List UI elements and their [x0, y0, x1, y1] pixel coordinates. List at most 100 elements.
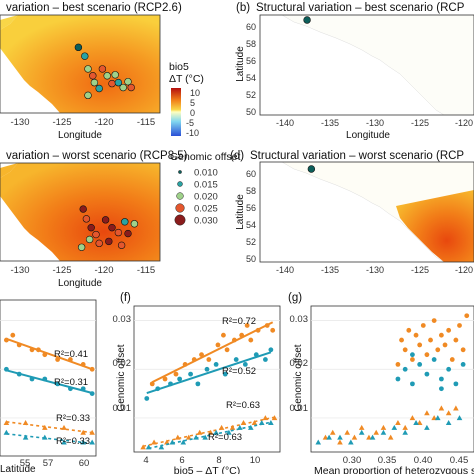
- data-point: [213, 429, 219, 435]
- data-point: [413, 420, 419, 426]
- data-point: [168, 381, 173, 387]
- tick-label: 4: [143, 455, 148, 466]
- data-point: [175, 434, 181, 440]
- site-marker: [303, 16, 311, 24]
- data-point: [449, 357, 455, 362]
- data-point: [68, 386, 73, 392]
- data-point: [262, 415, 269, 421]
- data-point: [169, 439, 176, 445]
- data-point: [439, 386, 444, 392]
- tick-label: 54: [246, 220, 256, 230]
- annotation: R²=0.63: [226, 400, 260, 411]
- panel-f-label: (f): [120, 292, 131, 304]
- data-point: [399, 337, 404, 343]
- tick-label: 57: [43, 458, 54, 469]
- site-marker: [127, 83, 135, 92]
- tick-label: 56: [246, 56, 256, 66]
- annotation: R²=0.33: [56, 413, 90, 424]
- site-marker: [124, 77, 132, 86]
- data-point: [188, 371, 193, 377]
- data-point: [80, 386, 86, 392]
- site-marker: [89, 72, 97, 80]
- site-marker: [108, 223, 116, 232]
- panel-b-title: Structural variation – best scenario (RC…: [256, 2, 465, 14]
- data-point: [61, 439, 67, 445]
- site-marker: [103, 72, 111, 80]
- regression-line: [146, 351, 272, 395]
- tick-label: 0.01: [290, 403, 309, 414]
- site-marker: [82, 215, 91, 223]
- land-b: [281, 15, 474, 115]
- tick-label: -135: [321, 118, 339, 128]
- data-point: [248, 337, 254, 343]
- data-point: [417, 342, 423, 348]
- annotation: R²=0.72: [222, 316, 256, 327]
- data-point: [180, 439, 187, 445]
- data-point: [337, 439, 343, 445]
- data-point: [416, 420, 423, 426]
- regression-line: [151, 321, 274, 384]
- site-marker: [101, 216, 110, 224]
- data-point: [3, 420, 10, 426]
- data-point: [395, 376, 401, 382]
- site-marker: [117, 241, 126, 250]
- tick-label: 0.03: [290, 314, 309, 325]
- offset-legend-title: Genomic offset: [170, 151, 241, 163]
- tick-label: 58: [246, 186, 256, 196]
- data-point: [204, 366, 210, 372]
- data-point: [366, 434, 372, 440]
- data-point: [4, 366, 9, 372]
- panel-g: (g) Genomic offset 0.03 0.02 0.01 0.30 0…: [288, 292, 474, 474]
- tick-label: -5: [186, 118, 194, 128]
- data-point: [196, 429, 203, 435]
- data-point: [36, 347, 41, 353]
- tick-label: 0.02: [290, 358, 309, 369]
- legend-marker: [177, 181, 183, 187]
- data-point: [162, 376, 168, 382]
- tick-label: 54: [246, 73, 256, 83]
- legend-label: 0.030: [194, 216, 218, 227]
- tick-label: 0.02: [113, 358, 132, 369]
- site-marker: [90, 78, 99, 87]
- data-point: [182, 362, 188, 367]
- data-point: [3, 429, 10, 435]
- data-point: [244, 323, 250, 328]
- site-marker: [105, 237, 113, 246]
- panel-f-frame: [133, 305, 281, 453]
- data-point: [55, 357, 60, 362]
- tick-label: -120: [455, 118, 473, 128]
- annotation: R²=0.31: [54, 377, 88, 388]
- data-point: [16, 371, 22, 377]
- data-point: [271, 415, 278, 421]
- data-point: [191, 357, 197, 362]
- panel-e-xlabel: Latitude: [0, 464, 36, 474]
- data-point: [434, 415, 441, 421]
- data-point: [158, 444, 165, 450]
- data-point: [10, 332, 16, 338]
- data-point: [315, 439, 322, 445]
- tick-label: 10: [190, 88, 200, 98]
- panel-d-ylabel: Latitude: [235, 194, 246, 230]
- site-marker: [95, 84, 103, 93]
- data-point: [89, 439, 95, 445]
- site-marker: [111, 71, 119, 79]
- data-point: [391, 424, 398, 430]
- annotation: R²=0.63: [208, 432, 242, 443]
- data-point: [80, 362, 86, 367]
- site-marker: [98, 65, 107, 73]
- legend-label: 0.020: [194, 192, 218, 203]
- site-marker: [85, 235, 94, 244]
- temp-legend-subtitle: ΔT (°C): [169, 73, 204, 85]
- data-point: [344, 429, 351, 435]
- data-point: [445, 410, 452, 416]
- data-point: [185, 434, 192, 440]
- data-point: [248, 424, 254, 430]
- tick-label: -130: [10, 265, 29, 276]
- tick-label: 52: [246, 90, 256, 100]
- panel-g-label: (g): [288, 292, 302, 304]
- land-c: [0, 163, 160, 261]
- temp-legend: bio5 ΔT (°C) 10 5 0 -5 -10: [169, 61, 204, 138]
- data-point: [380, 429, 387, 435]
- data-point: [439, 332, 444, 338]
